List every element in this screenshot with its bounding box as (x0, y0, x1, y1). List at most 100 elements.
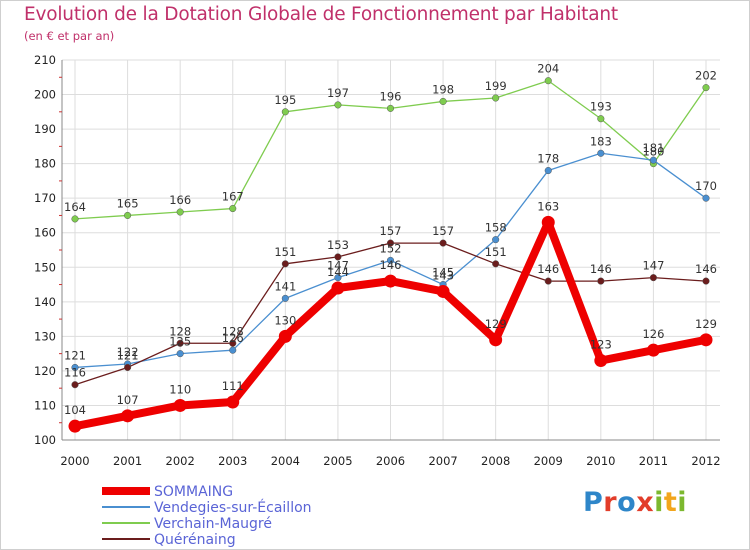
data-label-verchain-maugre: 197 (327, 86, 349, 100)
point-vendegies-sur-ecaillon (702, 194, 710, 202)
logo-letter: i (677, 487, 688, 518)
point-querenaing (71, 381, 79, 389)
data-label-sommaing: 144 (327, 265, 349, 279)
data-label-verchain-maugre: 199 (485, 79, 507, 93)
data-label-sommaing: 129 (695, 317, 717, 331)
x-tick-label: 2009 (534, 454, 563, 468)
point-querenaing (124, 363, 132, 372)
data-label-sommaing: 129 (485, 317, 507, 331)
data-label-querenaing: 157 (432, 224, 454, 238)
y-tick-label: 180 (34, 157, 56, 171)
x-tick-label: 2010 (586, 454, 615, 468)
y-tick-label: 190 (34, 122, 56, 136)
point-vendegies-sur-ecaillon (229, 346, 237, 354)
x-tick-label: 2008 (481, 454, 510, 468)
data-label-vendegies-sur-ecaillon: 170 (695, 179, 717, 193)
x-tick-label: 2003 (218, 454, 247, 468)
point-verchain-maugre (71, 215, 79, 223)
data-labels: 164 165 166 167 195 197 196 198 199 204 193 180 202 1… (64, 62, 717, 417)
data-label-vendegies-sur-ecaillon: 126 (222, 331, 244, 345)
point-verchain-maugre (492, 94, 500, 102)
point-vendegies-sur-ecaillon (649, 156, 657, 164)
x-tick-label: 2000 (60, 454, 89, 468)
data-label-verchain-maugre: 165 (117, 196, 139, 210)
data-label-verchain-maugre: 164 (64, 200, 86, 214)
x-tick-label: 2005 (323, 454, 352, 468)
series-layer (68, 77, 713, 433)
legend-label-sommaing: SOMMAING (154, 484, 233, 500)
point-querenaing (229, 339, 237, 347)
data-label-verchain-maugre: 167 (222, 190, 244, 204)
point-vendegies-sur-ecaillon (492, 236, 500, 244)
y-axis-ticks: 100 110 120 130 140 150 160 170 180 190 200 210 (34, 53, 62, 447)
point-querenaing (649, 274, 657, 282)
y-tick-label: 210 (34, 53, 56, 67)
y-tick-label: 200 (34, 88, 56, 102)
x-tick-label: 2007 (428, 454, 457, 468)
point-verchain-maugre (386, 104, 395, 112)
chart-title: Evolution de la Dotation Globale de Fonc… (24, 4, 618, 25)
point-vendegies-sur-ecaillon (176, 350, 184, 358)
logo-letter: r (603, 487, 618, 518)
point-sommaing (384, 274, 397, 288)
data-label-querenaing: 153 (327, 238, 349, 252)
point-sommaing (436, 284, 450, 298)
point-sommaing (68, 419, 82, 433)
data-label-vendegies-sur-ecaillon: 145 (432, 266, 454, 280)
data-label-verchain-maugre: 198 (432, 82, 454, 96)
data-label-vendegies-sur-ecaillon: 147 (327, 259, 349, 273)
data-label-querenaing: 146 (590, 262, 612, 276)
data-label-sommaing: 143 (432, 268, 454, 282)
point-vendegies-sur-ecaillon (597, 149, 605, 157)
point-verchain-maugre (334, 101, 342, 109)
data-label-querenaing: 128 (222, 324, 244, 338)
y-tick-label: 170 (34, 191, 56, 205)
data-label-vendegies-sur-ecaillon: 125 (169, 335, 191, 349)
y-tick-label: 150 (34, 260, 56, 274)
data-label-sommaing: 104 (64, 403, 86, 417)
grid (62, 59, 720, 441)
point-sommaing (489, 333, 503, 347)
legend-label-verchain-maugre: Verchain-Maugré (154, 516, 272, 532)
point-sommaing (226, 395, 240, 409)
point-verchain-maugre (597, 115, 605, 123)
point-verchain-maugre (124, 211, 132, 220)
data-label-vendegies-sur-ecaillon: 141 (274, 279, 296, 293)
data-label-verchain-maugre: 196 (380, 89, 402, 103)
point-querenaing (544, 277, 552, 285)
legend-label-querenaing: Quérénaing (154, 532, 236, 548)
y-tick-label: 130 (34, 329, 56, 343)
point-vendegies-sur-ecaillon (334, 274, 342, 282)
data-label-verchain-maugre: 180 (642, 145, 664, 159)
logo-letter: i (654, 487, 664, 518)
proxiti-logo: Proxiti (583, 487, 687, 518)
y-tick-label: 100 (34, 433, 56, 447)
data-label-verchain-maugre: 195 (274, 93, 296, 107)
legend: SOMMAINGVendegies-sur-ÉcaillonVerchain-M… (102, 484, 312, 548)
data-label-sommaing: 126 (642, 327, 664, 341)
point-querenaing (439, 239, 447, 247)
point-sommaing (121, 409, 135, 423)
data-label-verchain-maugre: 204 (537, 62, 559, 76)
data-label-vendegies-sur-ecaillon: 183 (590, 134, 612, 148)
y-tick-label: 160 (34, 226, 56, 240)
point-vendegies-sur-ecaillon (71, 363, 79, 372)
data-label-vendegies-sur-ecaillon: 152 (380, 241, 402, 255)
data-label-verchain-maugre: 166 (169, 193, 191, 207)
point-querenaing (597, 277, 605, 285)
point-verchain-maugre (229, 204, 237, 213)
x-tick-label: 2002 (166, 454, 195, 468)
point-verchain-maugre (439, 97, 447, 106)
data-label-sommaing: 146 (380, 258, 402, 272)
point-sommaing (331, 281, 345, 295)
x-tick-label: 2006 (376, 454, 405, 468)
point-verchain-maugre (176, 208, 184, 216)
y-tick-label: 110 (34, 398, 56, 412)
data-label-querenaing: 147 (642, 259, 664, 273)
data-label-querenaing: 146 (695, 262, 717, 276)
data-label-sommaing: 111 (222, 379, 244, 393)
point-querenaing (702, 277, 710, 285)
data-label-vendegies-sur-ecaillon: 181 (642, 141, 664, 155)
x-axis-ticks: 2000 2001 2002 2003 2004 2005 2006 2007 2008 2009… (60, 454, 720, 468)
